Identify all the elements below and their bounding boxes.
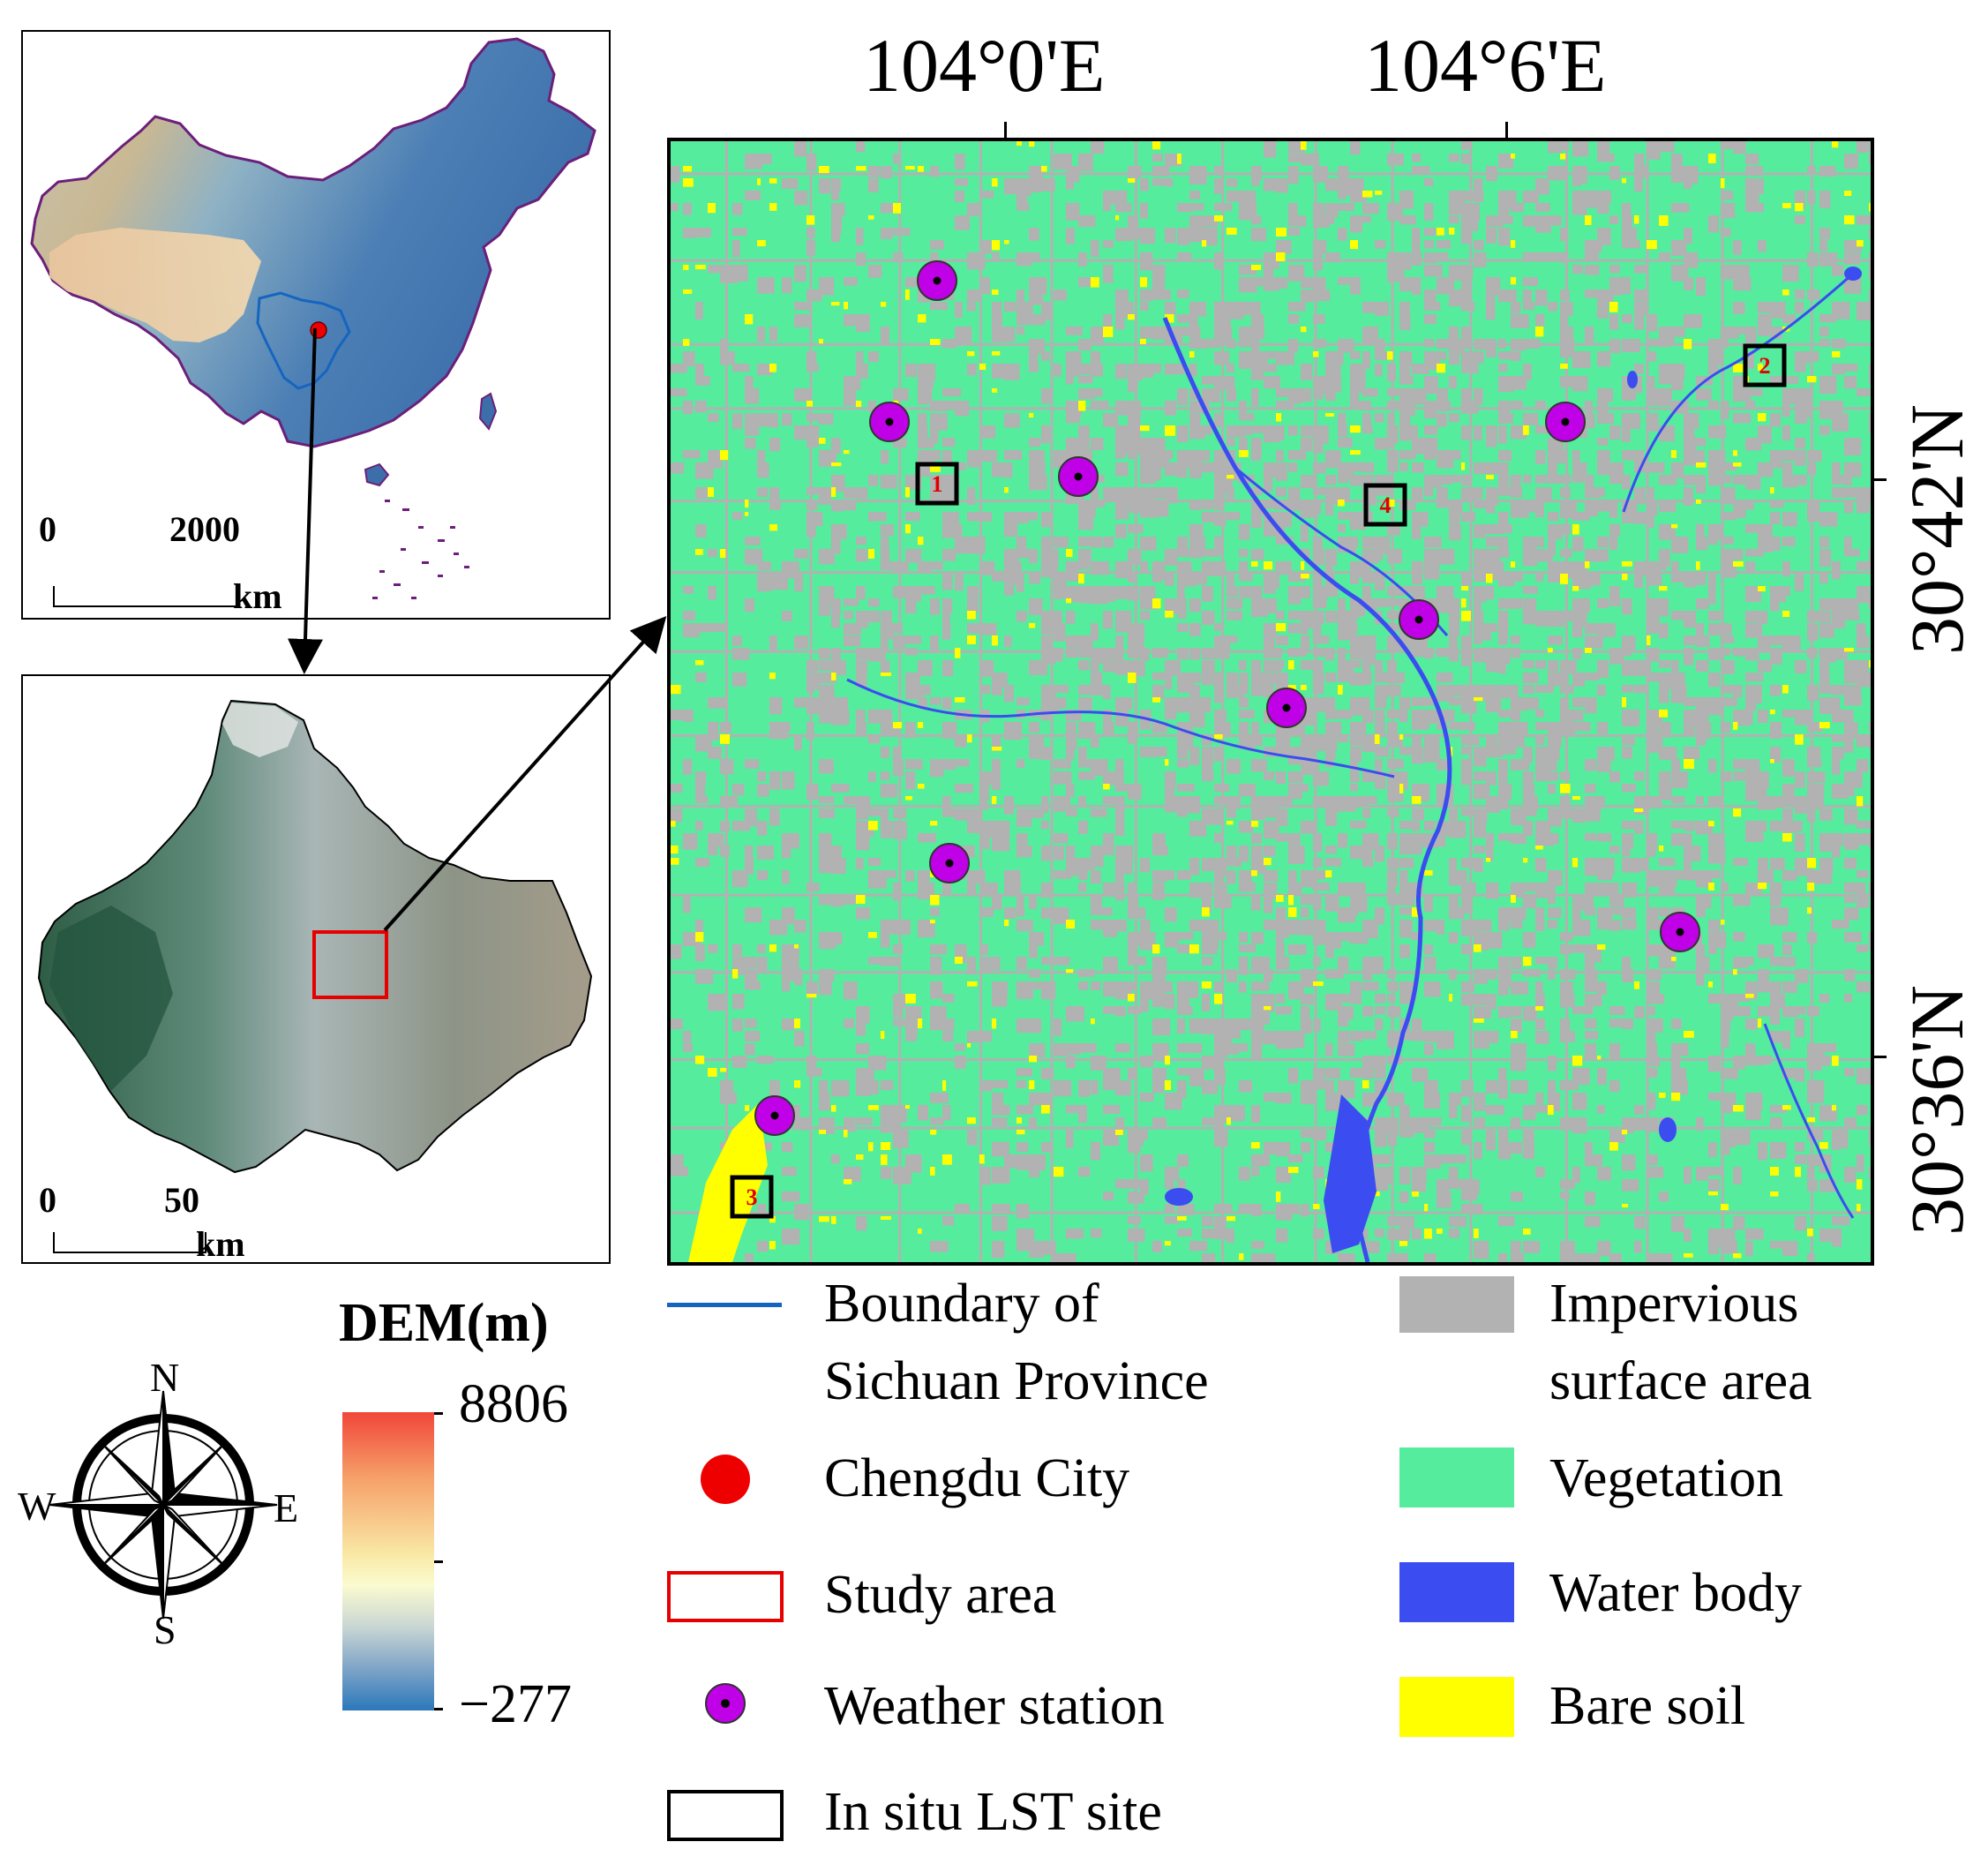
chengdu-scale-bar (53, 1232, 206, 1253)
x-tick-mark-1 (1004, 122, 1007, 138)
legend-impervious-label: Impervious (1549, 1274, 1799, 1334)
compass-graphic (49, 1390, 278, 1620)
arrow-china-to-chengdu (288, 327, 323, 674)
land-cover-map: 1 4 3 2 (667, 138, 1874, 1266)
legend-water-label: Water body (1549, 1563, 1802, 1623)
y-tick-mark-2 (1871, 1056, 1887, 1058)
china-map (30, 37, 596, 599)
weather-station-marker (1266, 688, 1307, 728)
compass-east: E (274, 1485, 299, 1530)
bare-soil-southwest (688, 1103, 768, 1262)
chengdu-map (37, 699, 593, 1174)
y-tick-label-2: 30°36'N (1894, 985, 1979, 1236)
x-tick-label-2: 104°6'E (1364, 23, 1607, 108)
legend-water-swatch (1399, 1562, 1514, 1622)
dem-max-label: 8806 (459, 1374, 568, 1434)
dem-tick-bottom (434, 1708, 443, 1710)
y-tick-mark-1 (1871, 478, 1887, 481)
dem-min-label: −277 (459, 1674, 572, 1734)
legend-boundary-label-2: Sichuan Province (824, 1351, 1209, 1411)
china-scale-bar (53, 586, 240, 607)
south-china-sea-islands (372, 500, 469, 599)
china-scale-start: 0 (39, 509, 56, 549)
chengdu-scale-unit: km (196, 1224, 245, 1264)
legend-bare-soil-label: Bare soil (1549, 1676, 1746, 1736)
water-bodies (1165, 267, 1862, 1253)
weather-station-marker (917, 260, 957, 301)
dem-tick-top (434, 1412, 443, 1415)
weather-station-marker (1545, 402, 1586, 442)
tibetan-plateau (49, 228, 261, 342)
lst-site-marker: 2 (1743, 343, 1787, 387)
lst-site-marker: 1 (915, 462, 959, 506)
china-scale-unit: km (233, 576, 282, 616)
dem-legend-title: DEM(m) (339, 1293, 549, 1353)
legend-boundary-label: Boundary of (824, 1274, 1099, 1334)
impervious-layer (671, 141, 1871, 1262)
weather-station-marker (1660, 912, 1700, 952)
legend-chengdu-label: Chengdu City (824, 1448, 1130, 1508)
taiwan-island (478, 392, 498, 431)
land-cover-raster: 1 4 3 2 (671, 141, 1871, 1262)
compass-west: W (18, 1484, 56, 1529)
weather-station-marker (929, 843, 970, 883)
weather-station-marker (869, 402, 910, 442)
x-tick-mark-2 (1505, 122, 1508, 138)
legend-lst-site-swatch (667, 1790, 784, 1841)
arrow-chengdu-to-study (383, 616, 667, 932)
x-tick-label-1: 104°0'E (863, 23, 1106, 108)
legend-chengdu-swatch (701, 1455, 750, 1504)
china-scale-end: 2000 (169, 509, 240, 549)
study-area-box (312, 930, 388, 999)
legend-weather-station-label: Weather station (824, 1676, 1165, 1736)
legend-lst-site-label: In situ LST site (824, 1782, 1162, 1842)
legend-impervious-swatch (1399, 1276, 1514, 1333)
weather-station-marker (754, 1095, 795, 1136)
legend-study-area-label: Study area (824, 1565, 1057, 1625)
sichuan-boundary (256, 291, 351, 390)
lst-site-marker: 3 (730, 1175, 774, 1219)
lst-site-label: 3 (746, 1184, 758, 1210)
hainan-island (364, 462, 390, 487)
legend-bare-soil-swatch (1399, 1677, 1514, 1737)
legend-weather-station-swatch (705, 1683, 746, 1724)
lst-site-marker: 4 (1363, 483, 1407, 527)
bare-soil-layer (671, 141, 1871, 1260)
lst-site-label: 4 (1380, 492, 1392, 518)
china-inset-map: 0 2000 km (21, 30, 611, 620)
legend-vegetation-label: Vegetation (1549, 1448, 1784, 1508)
lst-site-label: 1 (932, 471, 943, 497)
y-tick-label-1: 30°42'N (1894, 404, 1979, 655)
chengdu-scale-start: 0 (39, 1180, 56, 1220)
weather-station-marker (1058, 456, 1099, 497)
compass-south: S (154, 1607, 176, 1652)
lst-site-label: 2 (1759, 353, 1771, 379)
weather-station-marker (1399, 599, 1439, 640)
chengdu-inset-map: 0 50 km (21, 674, 611, 1264)
dem-colorbar (342, 1412, 434, 1710)
legend-study-area-swatch (667, 1571, 784, 1622)
weather-stations (754, 260, 1700, 1136)
western-forest (49, 906, 173, 1091)
dem-tick-mid (434, 1560, 443, 1563)
legend-impervious-label-2: surface area (1549, 1351, 1812, 1411)
compass-rose: N S W E (18, 1355, 309, 1652)
compass-north: N (150, 1355, 180, 1400)
legend-vegetation-swatch (1399, 1447, 1514, 1507)
lst-sites: 1 4 3 2 (730, 343, 1787, 1219)
chengdu-scale-end: 50 (164, 1180, 199, 1220)
legend-boundary-swatch (667, 1303, 782, 1307)
mountain-snow (222, 703, 298, 757)
china-outline (30, 37, 596, 448)
